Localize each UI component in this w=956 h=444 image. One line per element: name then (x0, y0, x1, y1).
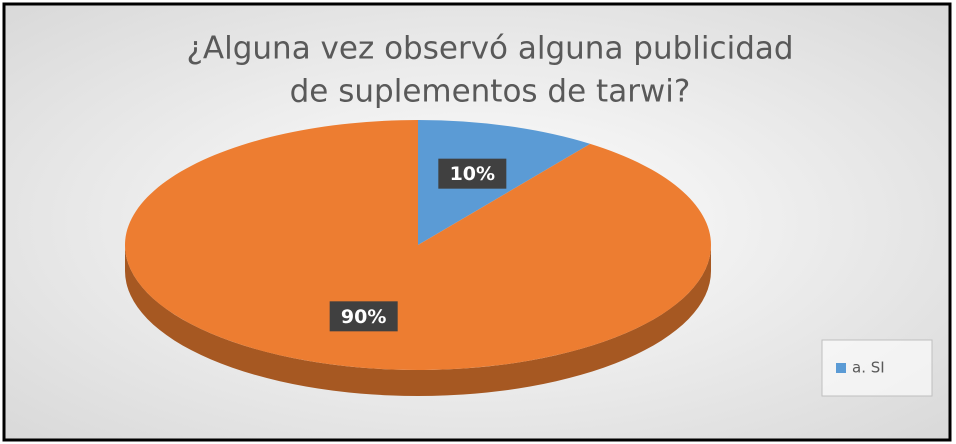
legend-label: a. SI (852, 359, 885, 377)
legend-swatch (836, 363, 846, 373)
pie-slice-side (125, 245, 711, 396)
data-label: 90% (341, 306, 386, 328)
pie-slice (124, 120, 711, 371)
data-label-box (438, 158, 507, 189)
data-label: 10% (450, 163, 495, 185)
chart-title: ¿Alguna vez observó alguna publicidad (186, 31, 793, 67)
chart-title: de suplementos de tarwi? (290, 74, 691, 110)
data-label-box (329, 301, 398, 332)
